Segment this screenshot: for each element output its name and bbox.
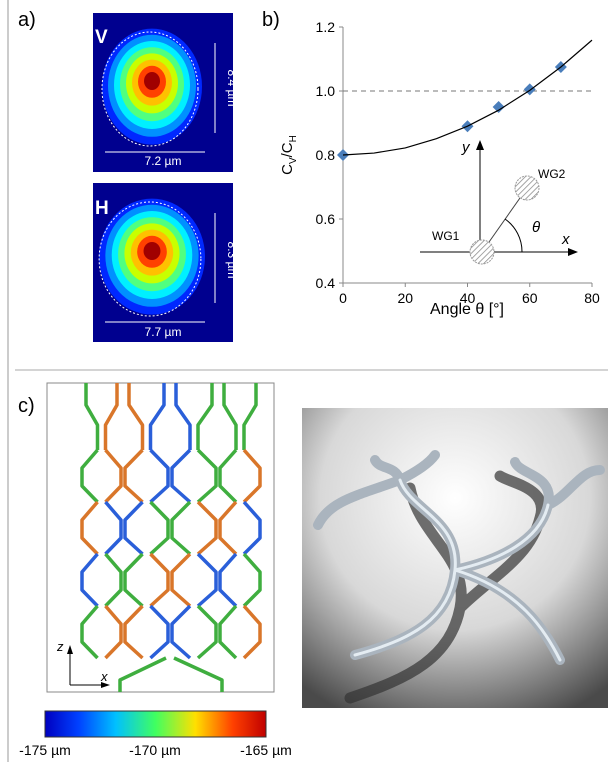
waveguide — [104, 552, 123, 608]
waveguide — [222, 383, 238, 450]
waveguide — [80, 552, 99, 608]
waveguide — [80, 604, 99, 660]
waveguide — [218, 604, 238, 660]
waveguide — [123, 500, 144, 556]
inset-label: WG1 — [432, 229, 460, 243]
dimension-label: 8.3 µm — [225, 242, 239, 279]
mode-label: H — [95, 198, 109, 219]
waveguide — [80, 448, 99, 504]
waveguide — [242, 383, 258, 450]
waveguide — [80, 500, 99, 556]
waveguide — [218, 552, 238, 608]
intensity-contour — [143, 242, 161, 260]
panel-label: a) — [18, 9, 36, 31]
colorbar-label: -170 µm — [129, 742, 181, 758]
arrowhead — [568, 248, 578, 256]
mode-outline — [98, 201, 202, 317]
inset-label: WG2 — [538, 167, 566, 181]
waveguide — [242, 500, 262, 556]
waveguide — [149, 552, 170, 608]
waveguide — [84, 383, 100, 450]
waveguide — [196, 552, 218, 608]
waveguide — [170, 604, 192, 660]
waveguide — [127, 383, 145, 450]
panel-label: c) — [18, 395, 35, 417]
waveguide — [123, 604, 144, 660]
waveguide — [123, 448, 144, 504]
mode-profiles — [93, 13, 233, 342]
waveguide — [149, 500, 170, 556]
inset-label: y — [461, 139, 471, 156]
waveguide — [242, 604, 262, 660]
data-point — [492, 101, 505, 113]
waveguide-network — [80, 383, 262, 692]
angle-arc — [504, 218, 523, 253]
tubes-3d — [313, 450, 605, 704]
waveguide — [170, 500, 192, 556]
x-tick-label: 60 — [522, 290, 538, 306]
inset-label: x — [561, 231, 570, 248]
waveguide — [196, 448, 218, 504]
waveguide — [104, 448, 123, 504]
axes-glyph — [67, 645, 110, 688]
waveguide — [118, 656, 167, 692]
waveguide — [196, 383, 214, 450]
waveguide — [170, 552, 192, 608]
y-tick-label: 1.0 — [316, 83, 336, 99]
colorbar — [44, 710, 267, 738]
mode-outline — [101, 31, 199, 147]
dimension-label: 8.4 µm — [225, 70, 239, 107]
waveguide — [104, 500, 123, 556]
waveguide — [514, 175, 540, 201]
waveguide — [173, 656, 224, 692]
fit-curve — [342, 39, 593, 156]
intensity-contour — [144, 72, 160, 90]
waveguide — [242, 448, 262, 504]
axis-glyph-label: x — [100, 669, 108, 684]
waveguide — [104, 604, 123, 660]
waveguide — [196, 604, 218, 660]
panel-label: b) — [262, 9, 280, 31]
x-tick-label: 40 — [460, 290, 476, 306]
x-tick-label: 20 — [397, 290, 413, 306]
axis-glyph-label: z — [56, 639, 64, 654]
waveguide — [174, 383, 192, 450]
mode-label: V — [95, 27, 108, 48]
waveguide — [242, 552, 262, 608]
waveguide — [149, 604, 170, 660]
colorbar-label: -165 µm — [240, 742, 292, 758]
x-tick-label: 0 — [339, 290, 347, 306]
x-axis-label: Angle θ [°] — [430, 301, 504, 318]
y-tick-label: 0.6 — [316, 211, 336, 227]
x-tick-label: 80 — [584, 290, 600, 306]
waveguide — [148, 383, 166, 450]
y-tick-label: 0.4 — [316, 275, 336, 291]
y-tick-label: 1.2 — [316, 19, 336, 35]
waveguide — [149, 448, 170, 504]
waveguide — [123, 552, 144, 608]
arrowhead — [476, 140, 484, 150]
waveguide — [218, 448, 238, 504]
waveguide — [218, 500, 238, 556]
connector — [481, 187, 528, 253]
colorbar-label: -175 µm — [19, 742, 71, 758]
waveguide — [196, 500, 218, 556]
dimension-label: 7.2 µm — [145, 154, 182, 168]
waveguide — [103, 383, 119, 450]
waveguide — [170, 448, 192, 504]
waveguide — [469, 239, 495, 265]
inset-label: θ — [532, 219, 540, 236]
y-tick-label: 0.8 — [316, 147, 336, 163]
inset-diagram — [420, 140, 578, 265]
dimension-label: 7.7 µm — [145, 325, 182, 339]
y-axis-label: CV/CH — [279, 135, 299, 175]
chart: 0.4 0.6 0.8 1.0 1.2 0 20 40 60 80 — [316, 19, 600, 306]
